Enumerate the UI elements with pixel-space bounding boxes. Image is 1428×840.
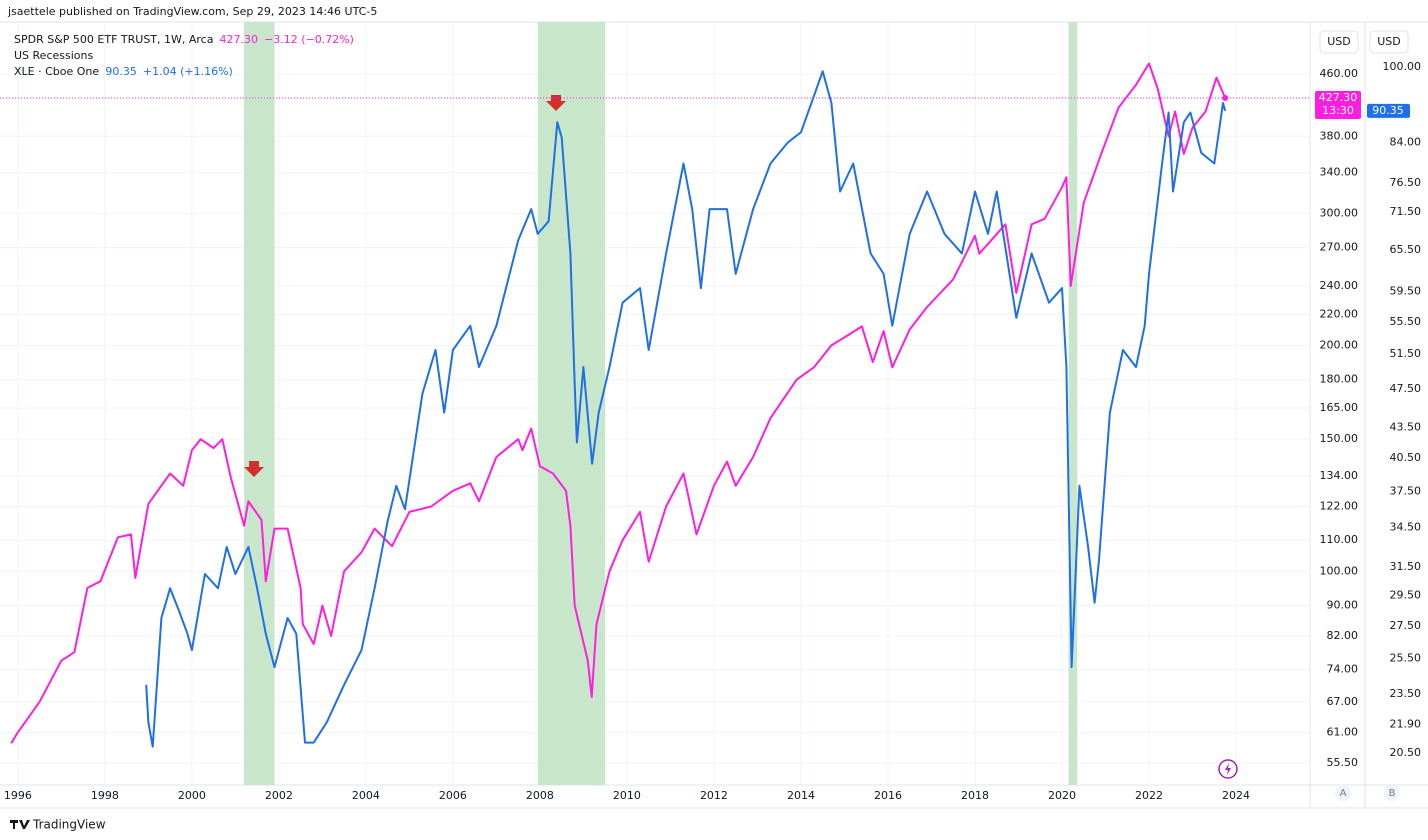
price-label: 427.30 <box>1319 91 1358 104</box>
recession-band <box>537 22 606 785</box>
y-tick-label: 82.00 <box>1327 629 1359 642</box>
x-tick-label: 2004 <box>352 789 380 802</box>
y2-tick-label: 55.50 <box>1390 315 1422 328</box>
y2-tick-label: 25.50 <box>1390 652 1422 665</box>
arrow <box>244 461 264 477</box>
lightning-icon[interactable] <box>1218 759 1238 779</box>
x-tick-label: 2002 <box>265 789 293 802</box>
scale-label[interactable]: A <box>1340 788 1347 799</box>
y2-tick-label: 65.50 <box>1390 243 1422 256</box>
last-point <box>1222 95 1229 102</box>
y2-tick-label: 31.50 <box>1390 560 1422 573</box>
y2-tick-label: 76.50 <box>1390 176 1422 189</box>
legend-change: +1.04 (+1.16%) <box>143 65 233 78</box>
y2-tick-label: 59.50 <box>1390 285 1422 298</box>
y-tick-label: 165.00 <box>1320 401 1359 414</box>
currency-button[interactable] <box>1319 30 1359 54</box>
y2-tick-label: 34.50 <box>1390 521 1422 534</box>
scale-button[interactable] <box>1384 785 1400 801</box>
y-tick-label: 90.00 <box>1327 599 1359 612</box>
legend: SPDR S&P 500 ETF TRUST, 1W, Arca 427.30 … <box>14 33 354 78</box>
series-line <box>145 70 1227 748</box>
y-tick-label: 340.00 <box>1320 166 1359 179</box>
series-line <box>10 62 1227 744</box>
y-tick-label: 67.00 <box>1327 695 1359 708</box>
countdown: 13:30 <box>1322 104 1354 117</box>
y-tick-label: 110.00 <box>1320 533 1359 546</box>
y2-tick-label: 51.50 <box>1390 347 1422 360</box>
y2-tick-label: 100.00 <box>1383 60 1422 73</box>
y2-tick-label: 40.50 <box>1390 451 1422 464</box>
y-tick-label: 55.50 <box>1327 756 1359 769</box>
publisher: jsaettele published on TradingView.com, … <box>7 5 377 18</box>
x-tick-label: 2022 <box>1135 789 1163 802</box>
logo <box>10 820 30 829</box>
y2-tick-label: 21.90 <box>1390 717 1422 730</box>
currency-label[interactable]: USD <box>1377 35 1401 48</box>
y-tick-label: 240.00 <box>1320 279 1359 292</box>
currency-button[interactable] <box>1369 30 1409 54</box>
x-tick-label: 1996 <box>4 789 32 802</box>
legend-change: −3.12 (−0.72%) <box>264 33 354 46</box>
price-label-box <box>1367 103 1410 118</box>
scale-label[interactable]: B <box>1389 788 1396 799</box>
y-tick-label: 220.00 <box>1320 307 1359 320</box>
x-tick-label: 2014 <box>787 789 815 802</box>
y2-tick-label: 27.50 <box>1390 619 1422 632</box>
legend-name: SPDR S&P 500 ETF TRUST, 1W, Arca <box>14 33 213 46</box>
legend-name: US Recessions <box>14 49 93 62</box>
y2-tick-label: 20.50 <box>1390 746 1422 759</box>
x-tick-label: 2020 <box>1048 789 1076 802</box>
y2-tick-label: 84.00 <box>1390 135 1422 148</box>
y-tick-label: 122.00 <box>1320 499 1359 512</box>
y-tick-label: 270.00 <box>1320 241 1359 254</box>
x-tick-label: 2008 <box>526 789 554 802</box>
y-tick-label: 300.00 <box>1320 206 1359 219</box>
x-tick-label: 2006 <box>439 789 467 802</box>
price-label-box <box>1315 91 1361 120</box>
scale-button[interactable] <box>1335 785 1351 801</box>
y2-tick-label: 43.50 <box>1390 420 1422 433</box>
y-tick-label: 200.00 <box>1320 338 1359 351</box>
price-label: 90.35 <box>1372 104 1404 117</box>
footer-brand: TradingView <box>32 818 106 832</box>
x-tick-label: 1998 <box>91 789 119 802</box>
x-tick-label: 2012 <box>700 789 728 802</box>
arrow <box>546 95 566 111</box>
y-tick-label: 150.00 <box>1320 432 1359 445</box>
recession-band <box>244 22 275 785</box>
lightning-glyph <box>1225 763 1231 775</box>
y-tick-label: 460.00 <box>1320 67 1359 80</box>
y-tick-label: 74.00 <box>1327 662 1359 675</box>
y-tick-label: 180.00 <box>1320 373 1359 386</box>
x-tick-label: 2016 <box>874 789 902 802</box>
currency-label[interactable]: USD <box>1327 35 1351 48</box>
y2-tick-label: 47.50 <box>1390 382 1422 395</box>
x-tick-label: 2010 <box>613 789 641 802</box>
y2-tick-label: 71.50 <box>1390 205 1422 218</box>
x-tick-label: 2018 <box>961 789 989 802</box>
legend-price: 427.30 <box>219 33 258 46</box>
y-tick-label: 380.00 <box>1320 129 1359 142</box>
x-tick-label: 2000 <box>178 789 206 802</box>
recession-band <box>1068 22 1078 785</box>
legend-name: XLE · Cboe One <box>14 65 99 78</box>
y-tick-label: 134.00 <box>1320 469 1359 482</box>
x-tick-label: 2024 <box>1222 789 1250 802</box>
y-tick-label: 61.00 <box>1327 725 1359 738</box>
y2-tick-label: 23.50 <box>1390 687 1422 700</box>
y2-tick-label: 29.50 <box>1390 588 1422 601</box>
y2-tick-label: 37.50 <box>1390 485 1422 498</box>
legend-price: 90.35 <box>105 65 137 78</box>
y-tick-label: 100.00 <box>1320 564 1359 577</box>
